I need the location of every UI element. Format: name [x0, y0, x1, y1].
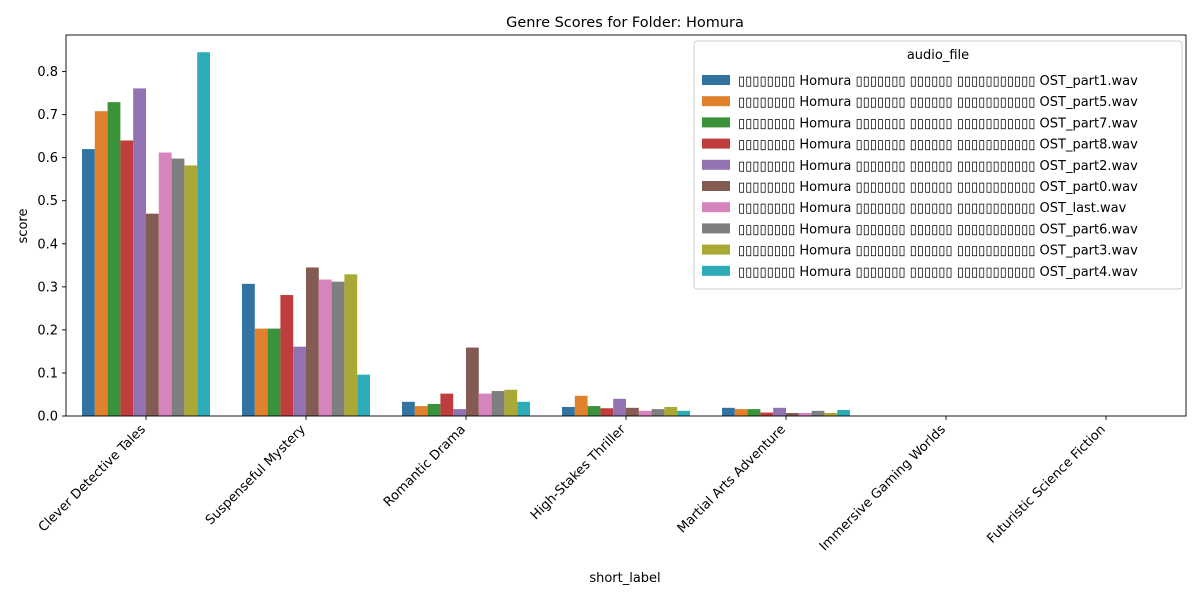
bar: [331, 281, 345, 416]
legend-swatch: [702, 138, 730, 149]
y-tick-label: 0.3: [37, 280, 58, 295]
bar: [267, 328, 281, 416]
bar: [357, 374, 370, 416]
bar: [133, 88, 146, 416]
bar: [82, 149, 95, 416]
legend-swatch: [702, 181, 730, 191]
bar: [760, 412, 774, 416]
x-axis-label: short_label: [589, 571, 660, 586]
y-tick-label: 0.5: [37, 194, 58, 209]
legend-entry: ▯▯▯▯▯▯▯▯ Homura ▯▯▯▯▯▯▯ ▯▯▯▯▯▯ ▯▯▯▯▯▯▯▯▯…: [738, 95, 1138, 110]
bar: [734, 409, 748, 416]
x-tick-label: Clever Detective Tales: [36, 422, 149, 535]
bar: [107, 102, 121, 416]
x-tick-label: Romantic Drama: [381, 422, 469, 510]
x-tick-label: Immersive Gaming Worlds: [817, 422, 949, 554]
bar: [453, 409, 466, 416]
y-tick-label: 0.7: [37, 108, 58, 123]
bar: [626, 407, 639, 416]
bar: [677, 410, 690, 416]
bar: [254, 328, 268, 416]
bar: [427, 403, 441, 416]
legend-entry: ▯▯▯▯▯▯▯▯ Homura ▯▯▯▯▯▯▯ ▯▯▯▯▯▯ ▯▯▯▯▯▯▯▯▯…: [738, 138, 1138, 153]
bar: [811, 410, 825, 416]
bar: [747, 409, 761, 416]
bar: [517, 401, 530, 416]
y-axis-label: score: [16, 209, 31, 244]
bar: [146, 213, 159, 416]
x-tick-label: Futuristic Science Fiction: [985, 422, 1109, 546]
y-tick-label: 0.6: [37, 151, 58, 166]
y-tick-label: 0.2: [37, 323, 58, 338]
y-tick-label: 0.4: [37, 237, 58, 252]
bar: [120, 140, 134, 416]
bar: [638, 410, 652, 416]
bar: [478, 393, 492, 416]
y-tick-label: 0.0: [37, 410, 58, 425]
bar: [344, 274, 358, 416]
legend-swatch: [702, 223, 730, 234]
bar: [293, 346, 306, 416]
legend-entry: ▯▯▯▯▯▯▯▯ Homura ▯▯▯▯▯▯▯ ▯▯▯▯▯▯ ▯▯▯▯▯▯▯▯▯…: [738, 116, 1138, 131]
bar: [722, 407, 735, 416]
legend-entry: ▯▯▯▯▯▯▯▯ Homura ▯▯▯▯▯▯▯ ▯▯▯▯▯▯ ▯▯▯▯▯▯▯▯▯…: [738, 244, 1138, 259]
legend-box: [693, 40, 1183, 290]
bar: [94, 111, 108, 416]
legend-swatch: [702, 202, 730, 213]
bar: [158, 152, 172, 416]
legend-entry: ▯▯▯▯▯▯▯▯ Homura ▯▯▯▯▯▯▯ ▯▯▯▯▯▯ ▯▯▯▯▯▯▯▯▯…: [738, 180, 1138, 195]
bar: [491, 391, 505, 416]
bar: [242, 283, 255, 416]
bar: [837, 409, 850, 416]
y-tick-label: 0.8: [37, 65, 58, 80]
legend-swatch: [702, 159, 730, 170]
legend: audio_file ▯▯▯▯▯▯▯▯ Homura ▯▯▯▯▯▯▯ ▯▯▯▯▯▯…: [693, 40, 1183, 290]
legend-entry: ▯▯▯▯▯▯▯▯ Homura ▯▯▯▯▯▯▯ ▯▯▯▯▯▯ ▯▯▯▯▯▯▯▯▯…: [738, 159, 1138, 174]
bar: [318, 279, 332, 416]
legend-entry: ▯▯▯▯▯▯▯▯ Homura ▯▯▯▯▯▯▯ ▯▯▯▯▯▯ ▯▯▯▯▯▯▯▯▯…: [738, 201, 1127, 216]
bar: [798, 412, 812, 416]
bar: [600, 408, 614, 416]
bar: [613, 398, 626, 416]
bar: [504, 389, 518, 416]
bar: [306, 267, 319, 416]
bar: [664, 406, 678, 416]
legend-title: audio_file: [907, 48, 969, 63]
legend-swatch: [702, 265, 730, 276]
legend-swatch: [702, 75, 730, 85]
x-tick-label: Suspenseful Mystery: [203, 422, 309, 528]
chart-title: Genre Scores for Folder: Homura: [506, 15, 744, 31]
bar: [773, 407, 786, 416]
bar: [402, 401, 415, 416]
bar: [197, 52, 210, 416]
bars-layer: [82, 52, 850, 416]
bar: [171, 158, 185, 416]
legend-swatch: [702, 117, 730, 128]
bar: [184, 165, 198, 416]
bar: [562, 406, 575, 416]
bar: [824, 412, 838, 416]
legend-entry: ▯▯▯▯▯▯▯▯ Homura ▯▯▯▯▯▯▯ ▯▯▯▯▯▯ ▯▯▯▯▯▯▯▯▯…: [738, 265, 1138, 280]
y-tick-label: 0.1: [37, 366, 58, 381]
x-tick-label: High-Stakes Thriller: [528, 422, 629, 523]
legend-entry: ▯▯▯▯▯▯▯▯ Homura ▯▯▯▯▯▯▯ ▯▯▯▯▯▯ ▯▯▯▯▯▯▯▯▯…: [738, 222, 1138, 237]
bar: [466, 347, 479, 416]
bar: [786, 412, 799, 416]
bar: [440, 393, 454, 416]
legend-swatch: [702, 244, 730, 255]
x-tick-label: Martial Arts Adventure: [675, 422, 789, 536]
bar: [651, 409, 665, 416]
legend-swatch: [702, 96, 730, 107]
bar: [574, 395, 588, 416]
bar: [587, 406, 601, 416]
bar: [280, 295, 294, 416]
bar: [414, 406, 428, 416]
legend-entry: ▯▯▯▯▯▯▯▯ Homura ▯▯▯▯▯▯▯ ▯▯▯▯▯▯ ▯▯▯▯▯▯▯▯▯…: [738, 74, 1138, 89]
